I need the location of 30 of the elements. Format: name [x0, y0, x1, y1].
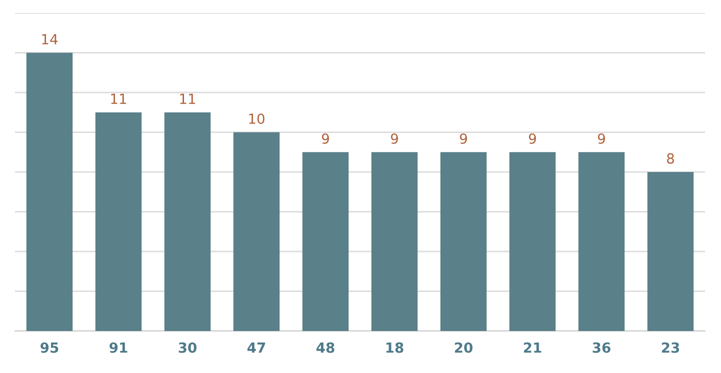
x-tick-label: 48	[316, 342, 334, 353]
data-label: 9	[460, 133, 467, 144]
data-label: 9	[390, 133, 398, 144]
bar	[233, 132, 280, 331]
x-tick-label: 21	[524, 342, 542, 353]
data-label: 14	[42, 34, 58, 44]
bar	[302, 152, 349, 331]
bar	[95, 112, 142, 331]
bar	[647, 172, 694, 331]
x-tick-label: 95	[40, 342, 58, 353]
x-tick-label: 91	[110, 342, 128, 353]
x-tick-label: 18	[386, 342, 404, 353]
bar	[509, 152, 556, 331]
data-label: 11	[111, 94, 126, 104]
x-tick-label: 30	[178, 342, 196, 353]
bar	[440, 152, 487, 331]
data-label: 9	[322, 133, 329, 144]
x-tick-label: 47	[247, 342, 266, 353]
bar	[164, 112, 211, 331]
data-label: 8	[667, 153, 674, 164]
data-label: 9	[598, 133, 605, 144]
data-label: 11	[180, 94, 196, 104]
bar	[371, 152, 418, 331]
bar	[578, 152, 625, 331]
bar	[26, 52, 73, 331]
data-label: 10	[249, 114, 264, 124]
x-tick-label: 36	[592, 342, 610, 353]
data-label: 9	[528, 133, 536, 144]
x-tick-label: 20	[454, 342, 472, 353]
x-tick-label: 23	[662, 342, 680, 353]
